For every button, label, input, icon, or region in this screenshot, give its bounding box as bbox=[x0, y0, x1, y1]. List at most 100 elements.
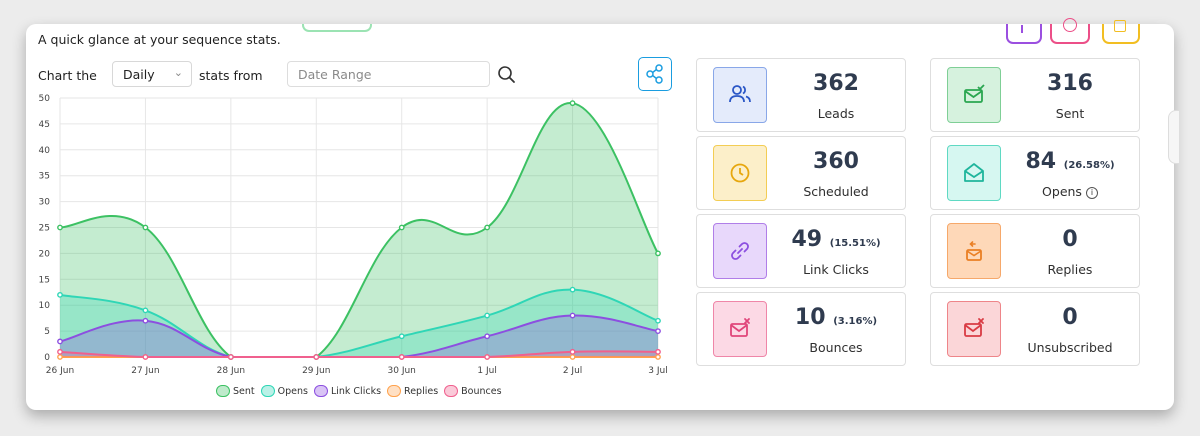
data-point-replies bbox=[569, 354, 576, 360]
opens-count: 84 (26.58%) bbox=[1025, 149, 1115, 174]
data-point-bounces bbox=[484, 354, 491, 360]
unsubscribed-icon-box bbox=[947, 301, 1001, 357]
x-tick-label: 28 Jun bbox=[217, 366, 245, 376]
y-tick-label: 45 bbox=[39, 120, 50, 130]
data-point-opens bbox=[398, 333, 405, 340]
legend-label: Link Clicks bbox=[330, 385, 382, 397]
top-action-button-partial[interactable] bbox=[302, 24, 372, 32]
data-point-sent bbox=[142, 224, 149, 231]
x-tick-label: 1 Jul bbox=[477, 366, 496, 376]
edit-button[interactable] bbox=[1102, 20, 1140, 44]
interval-select[interactable]: Daily ⌄ bbox=[112, 61, 192, 87]
stats-from-label: stats from bbox=[199, 68, 263, 83]
sent-count: 316 bbox=[1047, 71, 1093, 96]
data-point-bounces bbox=[313, 354, 320, 360]
series-line-opens bbox=[59, 288, 659, 359]
bounces-count: 10 (3.16%) bbox=[794, 305, 878, 330]
legend-item-bounces[interactable]: Bounces bbox=[444, 385, 502, 397]
data-point-bounces bbox=[398, 354, 405, 360]
data-point-bounces bbox=[142, 354, 149, 360]
legend-label: Bounces bbox=[461, 385, 502, 397]
data-point-link-clicks bbox=[57, 338, 63, 345]
legend-label: Replies bbox=[404, 385, 439, 397]
legend-label: Opens bbox=[277, 385, 308, 397]
data-point-sent bbox=[57, 224, 63, 231]
y-tick-label: 5 bbox=[44, 327, 50, 337]
bounces-percent: (3.16%) bbox=[833, 316, 878, 327]
date-range-input[interactable] bbox=[287, 61, 490, 87]
data-point-bounces bbox=[57, 348, 63, 355]
data-point-bounces bbox=[227, 354, 234, 360]
stat-card-leads: 362 Leads bbox=[696, 58, 906, 132]
legend-item-replies[interactable]: Replies bbox=[387, 385, 438, 397]
data-point-sent bbox=[484, 224, 491, 231]
legend-swatch bbox=[216, 385, 230, 397]
search-button[interactable] bbox=[496, 64, 518, 86]
opens-icon-box bbox=[947, 145, 1001, 201]
y-tick-label: 35 bbox=[39, 172, 50, 182]
legend-item-sent[interactable]: Sent bbox=[216, 385, 255, 397]
replies-count: 0 bbox=[1062, 227, 1078, 252]
x-tick-label: 30 Jun bbox=[388, 366, 416, 376]
replies-icon-box bbox=[947, 223, 1001, 279]
series-area-sent bbox=[60, 102, 658, 357]
leads-icon-box bbox=[713, 67, 767, 123]
legend-item-link-clicks[interactable]: Link Clicks bbox=[313, 385, 382, 397]
y-tick-label: 40 bbox=[39, 146, 51, 156]
users-icon bbox=[729, 85, 751, 103]
data-point-link-clicks bbox=[655, 328, 661, 335]
x-tick-label: 27 Jun bbox=[131, 366, 159, 376]
stat-card-replies: 0 Replies bbox=[930, 214, 1140, 288]
y-tick-label: 20 bbox=[39, 249, 51, 259]
data-point-opens bbox=[484, 312, 491, 319]
x-tick-label: 3 Jul bbox=[648, 366, 667, 376]
scheduled-icon-box bbox=[713, 145, 767, 201]
share-button[interactable] bbox=[638, 57, 672, 91]
page-subtitle: A quick glance at your sequence stats. bbox=[38, 32, 281, 47]
stat-card-link-clicks: 49 (15.51%) Link Clicks bbox=[696, 214, 906, 288]
y-tick-label: 25 bbox=[39, 224, 50, 234]
sequence-stats-card: A quick glance at your sequence stats. C… bbox=[26, 18, 1174, 410]
legend-swatch bbox=[313, 385, 328, 397]
link-icon bbox=[731, 242, 749, 260]
mail-check-icon bbox=[964, 84, 985, 103]
search-icon bbox=[498, 66, 515, 83]
opens-label: Opens bbox=[1042, 184, 1082, 199]
legend-label: Sent bbox=[233, 385, 255, 397]
chart-legend: Sent Opens Link Clicks Replies Bounces bbox=[216, 385, 504, 397]
series-area-link-clicks bbox=[60, 315, 658, 357]
legend-swatch bbox=[444, 385, 459, 397]
data-point-opens bbox=[57, 291, 63, 298]
side-panel-tab[interactable] bbox=[1168, 110, 1179, 164]
stat-card-unsubscribed: 0 Unsubscribed bbox=[930, 292, 1140, 366]
mail-x-icon bbox=[730, 318, 750, 337]
legend-item-opens[interactable]: Opens bbox=[260, 385, 308, 397]
export-button[interactable] bbox=[1006, 24, 1042, 44]
leads-label: Leads bbox=[817, 106, 855, 121]
data-point-opens bbox=[655, 317, 661, 324]
edit-icon bbox=[1114, 20, 1126, 32]
opens-label-row: Opens i bbox=[1001, 184, 1139, 199]
export-icon bbox=[1021, 25, 1023, 33]
info-icon[interactable]: i bbox=[1085, 187, 1098, 199]
data-point-sent bbox=[398, 224, 405, 231]
data-point-bounces bbox=[569, 348, 576, 355]
open-envelope-icon bbox=[964, 163, 984, 182]
stat-card-scheduled: 360 Scheduled bbox=[696, 136, 906, 210]
settings-button[interactable] bbox=[1050, 18, 1090, 44]
data-point-sent bbox=[655, 250, 661, 257]
data-point-link-clicks bbox=[142, 317, 149, 324]
y-tick-label: 15 bbox=[39, 275, 50, 285]
chevron-down-icon: ⌄ bbox=[173, 66, 183, 79]
y-tick-label: 0 bbox=[44, 353, 50, 363]
scheduled-count: 360 bbox=[813, 149, 859, 174]
scheduled-label: Scheduled bbox=[803, 184, 869, 199]
leads-count: 362 bbox=[813, 71, 859, 96]
x-tick-label: 2 Jul bbox=[563, 366, 582, 376]
mail-x-icon bbox=[964, 318, 984, 337]
link-clicks-label: Link Clicks bbox=[803, 262, 869, 277]
data-point-link-clicks bbox=[484, 333, 491, 340]
y-tick-label: 50 bbox=[39, 94, 51, 104]
y-tick-label: 10 bbox=[39, 301, 51, 311]
data-point-replies bbox=[655, 354, 661, 360]
